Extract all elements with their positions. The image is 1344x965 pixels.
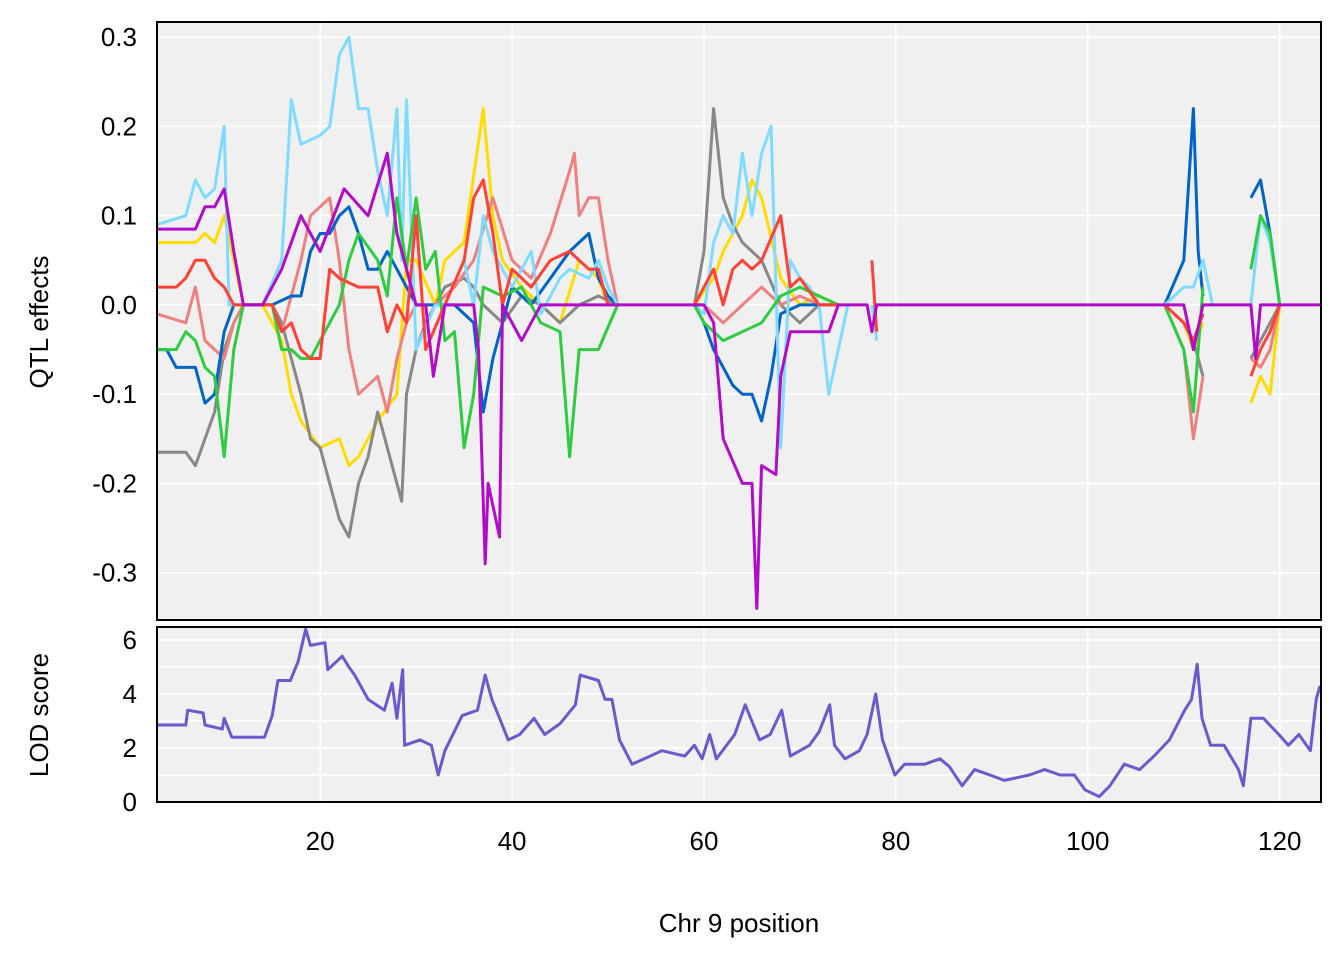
effects-y-tick-label: 0.1: [101, 201, 137, 231]
effects-y-tick-label: -0.3: [92, 558, 137, 588]
effects-y-tick-label: 0.3: [101, 22, 137, 52]
effects-y-tick-label: 0.0: [101, 290, 137, 320]
effect-line-red: [1249, 304, 1282, 377]
effect-line-green: [693, 285, 839, 343]
x-tick-label: 60: [690, 826, 719, 856]
lod-y-tick-label: 6: [123, 625, 137, 655]
lod-line: [157, 627, 1322, 799]
effects-y-tick-label: -0.2: [92, 468, 137, 498]
x-tick-label: 80: [881, 826, 910, 856]
effect-line-yellow: [1249, 304, 1282, 404]
x-tick-label: 120: [1258, 826, 1301, 856]
effect-line-red: [870, 260, 879, 332]
effects-panel: -0.3 -0.2 -0.1 0.0 0.1 0.2 0.3: [92, 21, 1322, 621]
lod-y-tick-label: 0: [123, 787, 137, 817]
effect-line-blue: [693, 303, 839, 423]
effects-y-tick-label: -0.1: [92, 379, 137, 409]
x-tick-label: 100: [1066, 826, 1109, 856]
lod-y-axis-label: LOD score: [24, 653, 54, 777]
lod-panel: 0 2 4 6 20 40 60 80 100 120: [123, 625, 1322, 856]
effects-y-axis-label: QTL effects: [24, 256, 54, 389]
lod-frame: [156, 626, 1322, 803]
x-tick-label: 20: [306, 826, 335, 856]
x-tick-label: 40: [498, 826, 527, 856]
effect-line-red: [157, 178, 618, 360]
effect-line-green: [1163, 286, 1205, 414]
effect-line-purple: [157, 151, 1321, 610]
effect-line-green: [1249, 214, 1282, 306]
x-axis-label: Chr 9 position: [659, 908, 819, 938]
effect-line-green: [157, 196, 619, 459]
lod-y-tick-label: 4: [123, 679, 137, 709]
effect-line-salmon: [694, 285, 839, 325]
effect-line-gray: [692, 107, 839, 325]
effects-y-tick-label: 0.2: [101, 111, 137, 141]
effects-frame: [156, 21, 1322, 621]
lod-y-tick-label: 2: [123, 733, 137, 763]
effect-line-red: [693, 214, 839, 307]
lod-background: [157, 627, 1321, 802]
effect-line-lightblue: [1163, 258, 1215, 307]
effect-line-lightblue: [693, 124, 850, 450]
